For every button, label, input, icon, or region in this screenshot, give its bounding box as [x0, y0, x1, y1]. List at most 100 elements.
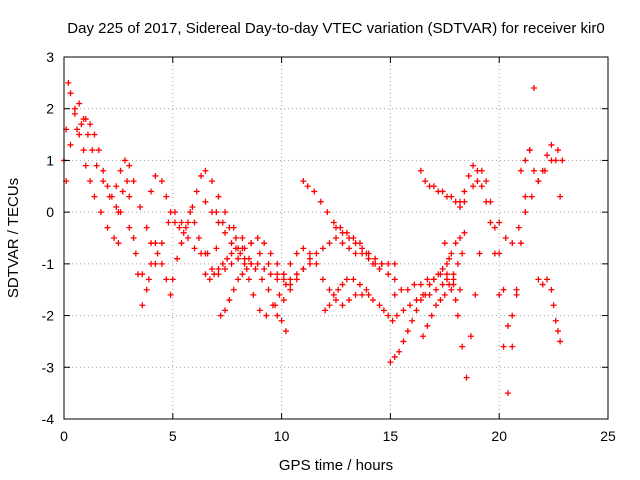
data-point: [450, 281, 457, 288]
data-point: [115, 240, 122, 247]
data-point: [500, 343, 507, 350]
data-point: [474, 178, 481, 185]
data-point: [182, 224, 189, 231]
data-point: [385, 271, 392, 278]
data-points: [61, 79, 566, 397]
y-tick-label: -3: [42, 359, 55, 375]
data-point: [226, 224, 233, 231]
data-point: [154, 250, 161, 257]
data-point: [215, 266, 222, 273]
data-point: [391, 291, 398, 298]
data-point: [95, 147, 102, 154]
data-point: [557, 193, 564, 200]
data-point: [187, 209, 194, 216]
data-point: [333, 297, 339, 304]
data-point: [97, 209, 104, 216]
data-point: [237, 250, 244, 257]
data-point: [441, 240, 448, 247]
data-point: [531, 167, 538, 174]
data-point: [443, 276, 450, 283]
data-point: [376, 266, 383, 273]
series-arc8: [202, 245, 289, 319]
data-point: [261, 266, 268, 273]
data-point: [550, 302, 557, 309]
data-point: [391, 276, 398, 283]
data-point: [265, 260, 272, 267]
data-point: [158, 178, 165, 185]
data-point: [300, 178, 307, 185]
series-arc22: [441, 240, 483, 381]
data-point: [245, 255, 252, 262]
data-point: [235, 255, 242, 262]
data-point: [65, 79, 72, 86]
data-point: [476, 250, 483, 257]
y-tick-label: 0: [46, 204, 54, 220]
data-point: [454, 312, 461, 319]
data-point: [385, 260, 392, 267]
data-point: [459, 343, 466, 350]
data-point: [111, 235, 118, 241]
series-arc2: [63, 100, 124, 216]
data-point: [448, 286, 455, 293]
data-point: [124, 178, 131, 185]
data-point: [319, 276, 326, 283]
data-point: [222, 266, 229, 273]
data-point: [443, 271, 450, 278]
data-point: [420, 333, 427, 340]
data-point: [261, 240, 268, 247]
data-point: [330, 219, 337, 226]
x-tick-label: 15: [383, 428, 399, 444]
data-point: [276, 291, 283, 298]
data-point: [317, 198, 324, 205]
data-point: [235, 276, 242, 283]
data-point: [448, 250, 455, 257]
data-point: [333, 235, 339, 241]
axis-ticks: [63, 56, 609, 420]
data-point: [313, 260, 320, 267]
y-tick-label: 2: [46, 101, 54, 117]
data-point: [311, 188, 318, 195]
data-point: [293, 250, 300, 257]
data-point: [293, 271, 300, 278]
data-point: [202, 271, 209, 278]
data-point: [163, 276, 170, 283]
data-point: [280, 297, 287, 304]
data-point: [139, 302, 146, 309]
data-point: [148, 188, 155, 195]
data-point: [369, 260, 376, 267]
data-point: [452, 297, 459, 304]
data-point: [428, 312, 435, 319]
data-point: [487, 219, 494, 226]
data-point: [71, 110, 78, 117]
data-point: [369, 297, 376, 304]
data-point: [282, 328, 289, 335]
data-point: [219, 260, 226, 267]
data-point: [87, 121, 94, 128]
x-tick-label: 5: [169, 428, 177, 444]
data-point: [448, 193, 455, 200]
data-point: [304, 183, 311, 190]
data-point: [396, 348, 403, 355]
data-point: [420, 291, 427, 298]
series-arc21: [420, 250, 466, 340]
data-point: [189, 203, 196, 210]
data-point: [339, 302, 346, 309]
data-point: [496, 219, 503, 226]
data-point: [319, 245, 326, 252]
data-point: [522, 209, 529, 216]
data-point: [457, 286, 464, 293]
data-point: [406, 302, 413, 309]
chart-title: Day 225 of 2017, Sidereal Day-to-day VTE…: [67, 20, 604, 37]
data-point: [437, 297, 444, 304]
data-point: [422, 178, 429, 185]
data-point: [280, 276, 287, 283]
data-point: [430, 183, 437, 190]
data-point: [539, 167, 546, 174]
data-point: [67, 90, 74, 97]
data-point: [300, 245, 307, 252]
data-point: [228, 240, 235, 247]
data-point: [248, 260, 255, 267]
data-point: [272, 302, 279, 309]
data-point: [171, 219, 178, 226]
